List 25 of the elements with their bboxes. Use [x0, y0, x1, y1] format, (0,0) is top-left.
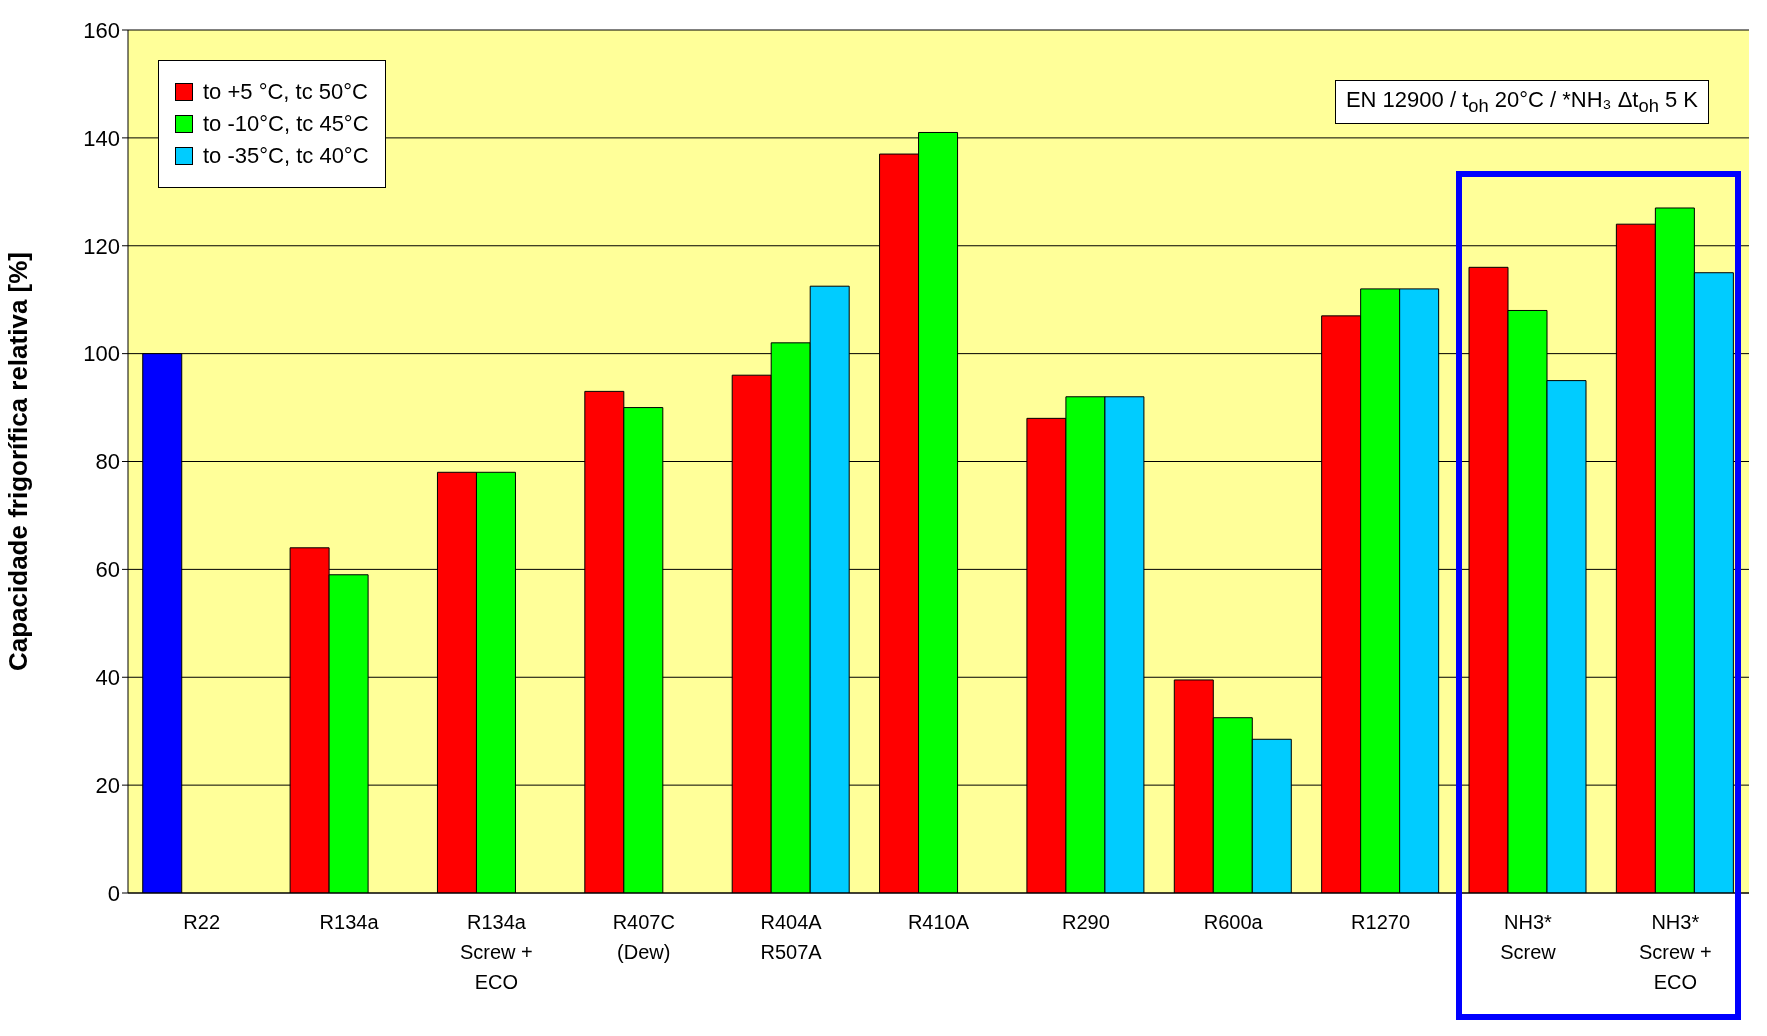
y-tick-label: 100 — [83, 341, 120, 367]
y-tick-label: 160 — [83, 17, 120, 43]
x-tick-label: NH3* Screw — [1500, 911, 1557, 963]
x-tick-label: R290 — [1061, 911, 1110, 933]
y-tick-label: 40 — [95, 665, 120, 691]
legend-label: to -10°C, tc 45°C — [203, 111, 369, 137]
x-tick-label: R407C (Dew) — [612, 911, 675, 963]
x-tick-label: NH3* Screw + ECO — [1638, 911, 1712, 993]
y-tick-label: 0 — [107, 880, 120, 906]
y-tick-label: 20 — [95, 772, 120, 798]
x-tick-label: R600a — [1203, 911, 1264, 933]
x-tick-label: R134a — [319, 911, 380, 933]
x-tick-label: R410A — [907, 911, 970, 933]
y-tick-label: 140 — [83, 125, 120, 151]
y-tick-label: 120 — [83, 233, 120, 259]
x-tick-label: R1270 — [1351, 911, 1411, 933]
annotation: EN 12900 / t$_{oh}$ 20°C / *NH₃ Δt$_{oh}$ 5 K — [1334, 80, 1709, 125]
legend-label: to +5 °C, tc 50°C — [203, 79, 368, 105]
x-tick-label: R404A R507A — [760, 911, 823, 963]
legend-label: to -35°C, tc 40°C — [203, 143, 369, 169]
y-axis-title: Capacidade frigorífica relativa [%] — [3, 251, 34, 672]
y-tick-label: 80 — [95, 449, 120, 475]
x-tick-label: R134a Screw + ECO — [460, 911, 533, 993]
x-tick-label: R22 — [183, 911, 221, 933]
y-tick-label: 60 — [95, 557, 120, 583]
